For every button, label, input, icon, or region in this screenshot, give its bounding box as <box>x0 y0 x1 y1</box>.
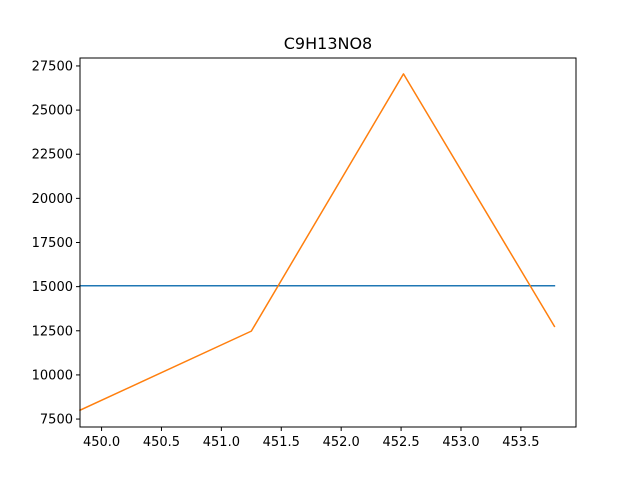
y-tick-label: 22500 <box>32 148 73 163</box>
x-tick-label: 450.5 <box>143 435 180 450</box>
y-tick-label: 25000 <box>32 104 73 119</box>
x-tick-label: 450.0 <box>83 435 120 450</box>
x-tick-label: 451.0 <box>203 435 240 450</box>
chart-title: C9H13NO8 <box>284 34 372 53</box>
x-tick-label: 452.5 <box>382 435 419 450</box>
y-tick-label: 15000 <box>32 280 73 295</box>
plot-frame <box>79 57 577 428</box>
y-tick-label: 12500 <box>32 324 73 339</box>
y-tick-label: 7500 <box>40 413 73 428</box>
y-tick-label: 17500 <box>32 236 73 251</box>
x-tick-label: 451.5 <box>263 435 300 450</box>
y-tick-label: 20000 <box>32 192 73 207</box>
x-tick-label: 453.0 <box>442 435 479 450</box>
y-tick-label: 27500 <box>32 59 73 74</box>
x-tick-label: 453.5 <box>502 435 539 450</box>
y-tick-label: 10000 <box>32 368 73 383</box>
x-tick-label: 452.0 <box>323 435 360 450</box>
series-line-2 <box>79 73 556 412</box>
